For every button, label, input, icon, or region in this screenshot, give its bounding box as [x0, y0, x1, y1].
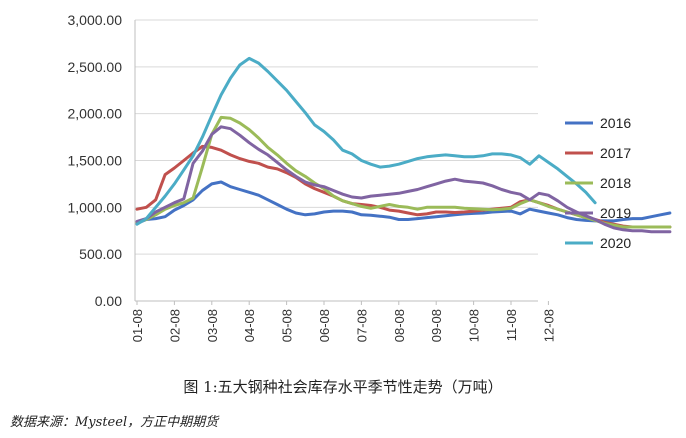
legend-label-2020: 2020 [600, 235, 631, 251]
series-line-2019 [135, 125, 672, 234]
gridlines [135, 19, 538, 302]
legend: 2016 2017 2018 2019 2020 [565, 115, 631, 251]
legend-label-2019: 2019 [600, 205, 631, 221]
legend-label-2018: 2018 [600, 175, 631, 191]
y-axis: 0.00 500.00 1,000.00 1,500.00 2,000.00 2,500.… [68, 12, 136, 309]
series-line-2017 [135, 144, 672, 229]
x-tick-label: 05-08 [280, 309, 295, 342]
y-tick-label: 500.00 [79, 246, 122, 262]
x-tick-label: 08-08 [392, 309, 407, 342]
series-line-2016 [135, 180, 672, 225]
x-tick-label: 02-08 [167, 309, 182, 342]
x-tick-label: 03-08 [205, 309, 220, 342]
y-tick-label: 2,000.00 [68, 106, 123, 122]
legend-label-2017: 2017 [600, 145, 631, 161]
x-tick-label: 11-08 [504, 309, 519, 341]
y-tick-label: 0.00 [95, 293, 122, 309]
series-line-2018 [135, 115, 672, 229]
x-tick-label: 12-08 [541, 309, 556, 342]
x-axis: 01-08 02-08 03-08 04-08 05-08 06-08 07-08 08-08… [130, 300, 556, 342]
legend-label-2016: 2016 [600, 115, 631, 131]
plot-area [135, 56, 672, 234]
data-source-note: 数据来源：Mysteel，方正中期期货 [10, 415, 219, 430]
y-tick-label: 2,500.00 [68, 59, 123, 75]
x-tick-label: 07-08 [354, 309, 369, 342]
x-tick-label: 10-08 [467, 309, 482, 342]
x-tick-label: 04-08 [242, 309, 257, 342]
y-tick-label: 1,000.00 [68, 199, 123, 215]
y-tick-label: 1,500.00 [68, 153, 123, 169]
series-line-2020 [135, 56, 597, 226]
figure-caption: 图 1:五大钢种社会库存水平季节性走势（万吨） [183, 378, 503, 396]
x-tick-label: 01-08 [130, 309, 145, 342]
y-tick-label: 3,000.00 [68, 12, 123, 28]
x-tick-label: 09-08 [429, 309, 444, 342]
x-tick-label: 06-08 [317, 309, 332, 342]
